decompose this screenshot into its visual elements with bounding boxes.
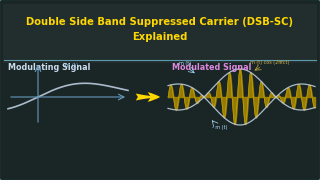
FancyBboxPatch shape: [3, 4, 317, 63]
Text: Double Side Band Suppressed Carrier (DSB-SC): Double Side Band Suppressed Carrier (DSB…: [27, 17, 293, 27]
Text: m (t): m (t): [65, 63, 79, 68]
Text: - m (t): - m (t): [212, 125, 228, 130]
FancyArrowPatch shape: [136, 92, 160, 102]
Text: m (t) cos (2πfᴄt): m (t) cos (2πfᴄt): [250, 60, 290, 65]
Text: Modulated Signal: Modulated Signal: [172, 63, 252, 72]
Text: m (t): m (t): [179, 61, 191, 66]
Text: Explained: Explained: [132, 32, 188, 42]
Text: Modulating Signal: Modulating Signal: [8, 63, 90, 72]
